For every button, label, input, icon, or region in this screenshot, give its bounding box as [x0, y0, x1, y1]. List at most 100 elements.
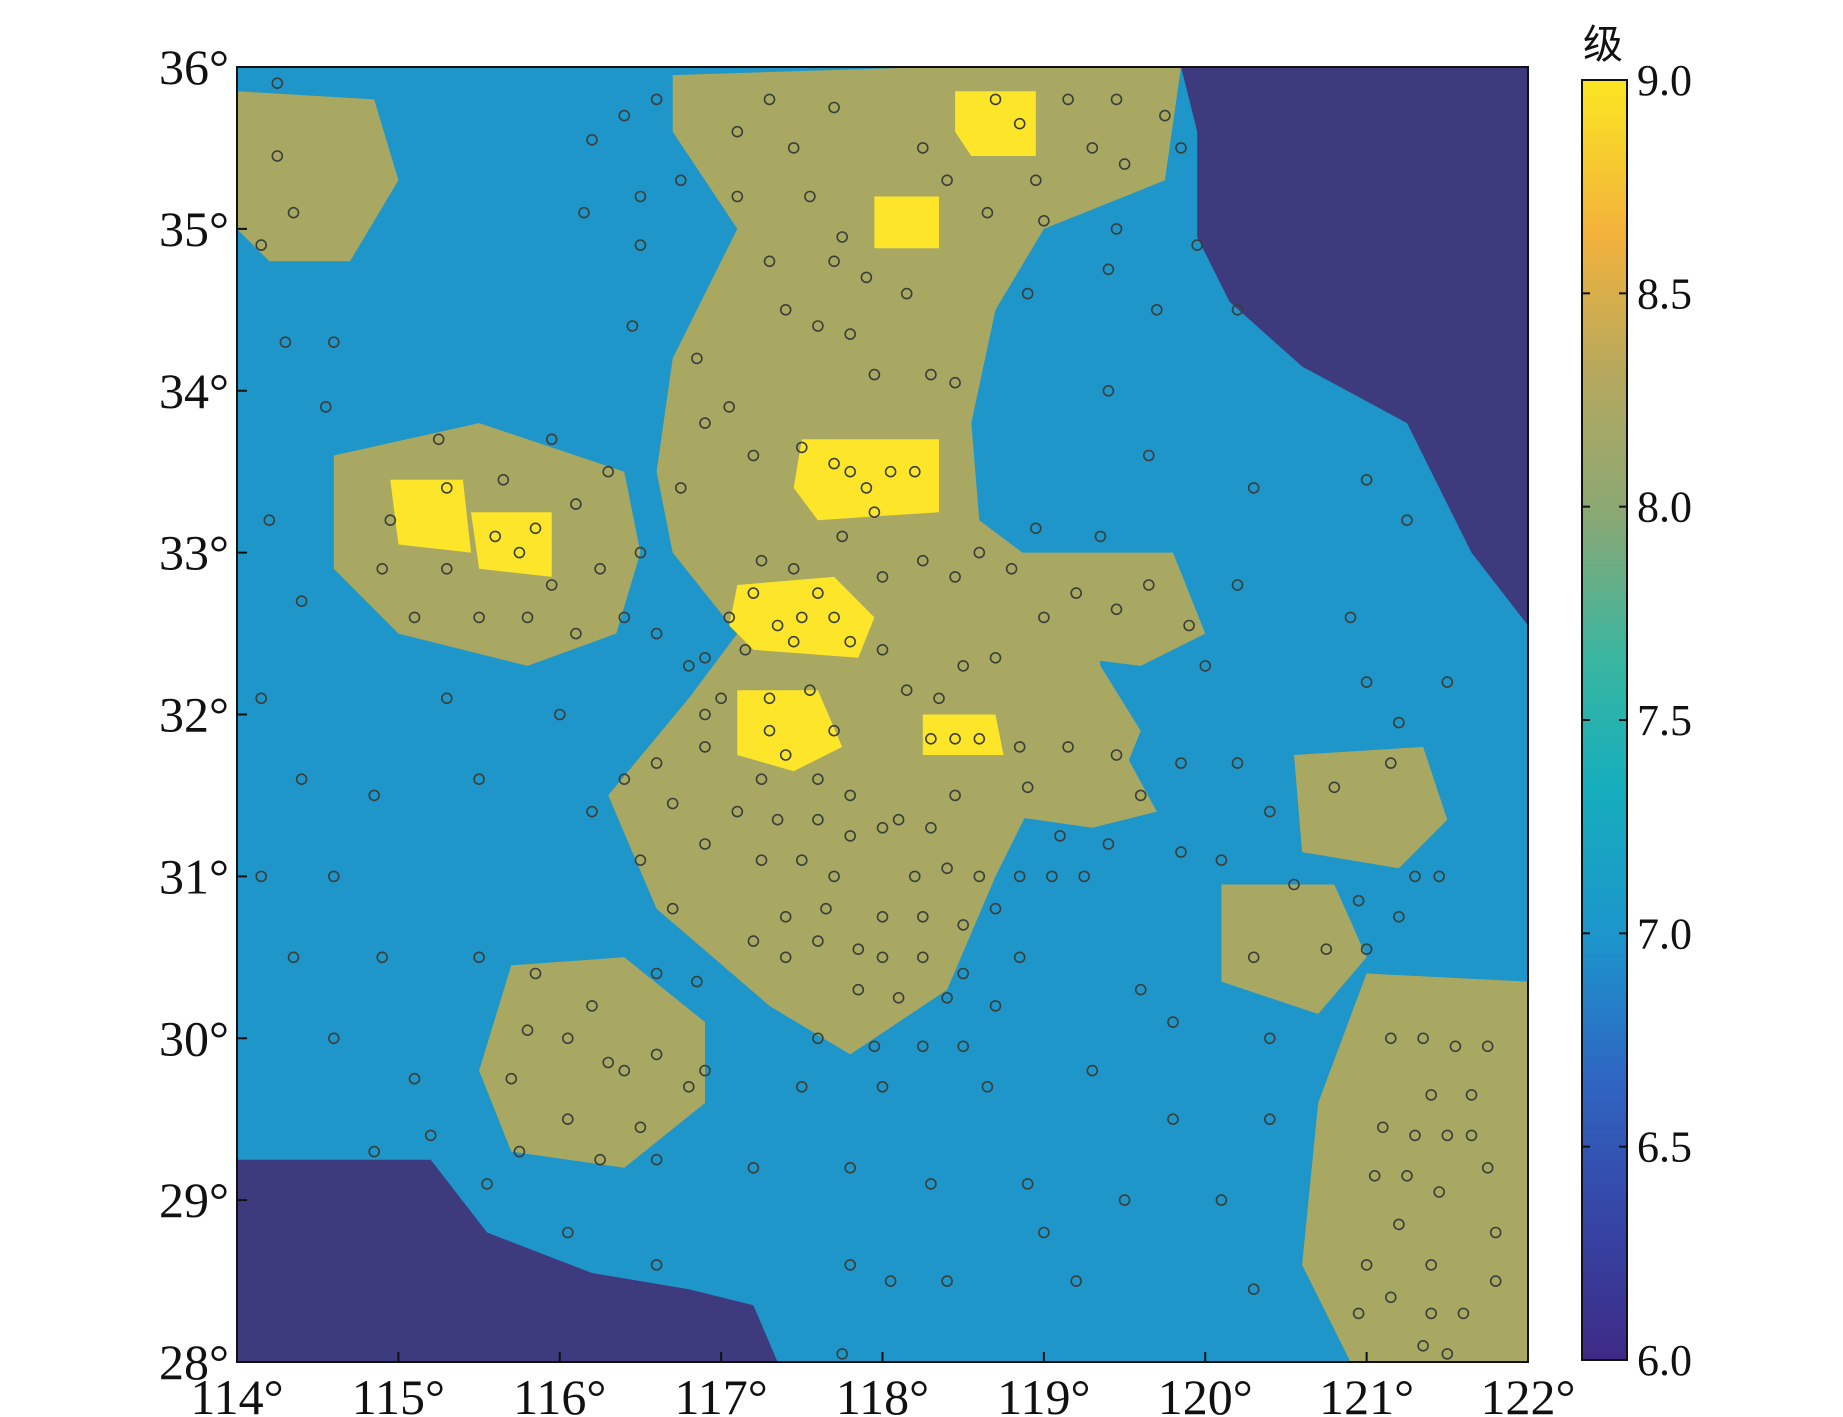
station-marker: [1489, 1226, 1502, 1239]
station-marker: [844, 830, 857, 842]
station-marker: [1134, 789, 1147, 802]
station-marker: [578, 206, 590, 219]
x-axis: 114° 115° 116° 117° 118° 119° 120° 121° 122°: [190, 1352, 1576, 1417]
station-marker: [1409, 870, 1421, 883]
station-marker: [1038, 1226, 1050, 1239]
station-markers: [255, 77, 1502, 1360]
station-marker: [473, 773, 485, 786]
colorbar-tick-label: 8.5: [1637, 269, 1692, 318]
station-marker: [634, 190, 647, 203]
station-marker: [408, 1072, 421, 1085]
station-marker: [1151, 303, 1163, 316]
station-marker: [376, 562, 389, 575]
colorbar-ticks: 6.0 6.5 7.0 7.5 8.0 8.5 9.0: [1582, 56, 1692, 1385]
station-marker: [1183, 619, 1195, 632]
station-marker: [739, 643, 752, 656]
station-marker: [1481, 1162, 1494, 1174]
station-marker: [731, 190, 744, 203]
station-marker: [795, 611, 808, 624]
station-marker: [271, 77, 284, 89]
station-marker: [255, 239, 268, 251]
station-marker: [650, 627, 663, 640]
station-marker: [424, 1129, 437, 1142]
station-marker: [1118, 158, 1131, 170]
station-marker: [1110, 93, 1123, 106]
station-marker: [618, 1064, 631, 1077]
station-marker: [650, 967, 663, 980]
station-marker: [650, 1048, 663, 1061]
intensity-9-zone-2: [874, 196, 939, 249]
y-tick-label: 28°: [159, 1334, 229, 1390]
station-marker: [892, 813, 905, 826]
station-marker: [255, 870, 268, 883]
station-marker: [674, 174, 687, 187]
station-marker: [1199, 660, 1212, 672]
station-marker: [941, 174, 953, 187]
station-marker: [586, 1000, 598, 1012]
station-marker: [1401, 1170, 1413, 1182]
station-marker: [1021, 781, 1034, 794]
station-marker: [1457, 1307, 1470, 1320]
station-marker: [586, 134, 598, 146]
station-marker: [618, 773, 631, 786]
station-marker: [1465, 1089, 1478, 1101]
station-marker: [699, 1064, 711, 1077]
station-marker: [1110, 223, 1123, 235]
station-marker: [747, 587, 760, 599]
station-marker: [408, 611, 421, 624]
station-marker: [481, 1178, 493, 1190]
intensity-9-zone-3: [793, 439, 939, 521]
station-marker: [1038, 215, 1050, 227]
station-marker: [287, 951, 300, 964]
station-marker: [981, 1081, 994, 1093]
station-marker: [699, 741, 711, 753]
station-marker: [1441, 676, 1454, 688]
station-marker: [1247, 482, 1260, 494]
station-marker: [723, 611, 736, 624]
station-marker: [1030, 174, 1042, 187]
station-marker: [1175, 846, 1187, 858]
station-marker: [1013, 117, 1026, 130]
station-marker: [836, 530, 849, 543]
station-marker: [1159, 109, 1171, 122]
station-marker: [368, 1145, 381, 1158]
station-marker: [925, 732, 937, 745]
station-marker: [1231, 579, 1244, 591]
station-marker: [844, 789, 857, 802]
x-tick-label: 122°: [1481, 1369, 1576, 1417]
station-marker: [900, 287, 913, 300]
station-marker: [1102, 384, 1115, 397]
station-marker: [1102, 838, 1115, 850]
station-marker: [1425, 1307, 1437, 1320]
station-marker: [876, 951, 889, 964]
station-marker: [295, 595, 308, 608]
station-marker: [876, 910, 889, 923]
station-marker: [941, 862, 953, 875]
intensity-9-zone-6: [729, 576, 875, 658]
station-marker: [473, 951, 485, 964]
station-marker: [1070, 587, 1082, 599]
station-marker: [650, 1259, 663, 1271]
station-marker: [916, 142, 929, 154]
station-marker: [820, 902, 832, 915]
station-marker: [561, 1113, 574, 1125]
station-marker: [916, 554, 929, 567]
station-marker: [1360, 676, 1373, 688]
station-marker: [634, 1121, 647, 1134]
station-marker: [682, 660, 695, 672]
station-marker: [1377, 1121, 1389, 1134]
y-tick-label: 32°: [159, 687, 229, 743]
station-marker: [836, 1348, 849, 1360]
colorbar-tick-label: 7.0: [1637, 909, 1692, 958]
station-marker: [908, 870, 921, 883]
station-marker: [505, 1072, 518, 1085]
station-marker: [279, 336, 292, 349]
station-marker: [860, 271, 873, 284]
station-marker: [432, 433, 445, 446]
station-marker: [570, 627, 582, 640]
y-tick-label: 31°: [159, 848, 229, 904]
station-marker: [1401, 514, 1413, 527]
y-tick-label: 33°: [159, 525, 229, 581]
station-marker: [747, 449, 760, 462]
intensity-6-zones: [237, 67, 1528, 1362]
